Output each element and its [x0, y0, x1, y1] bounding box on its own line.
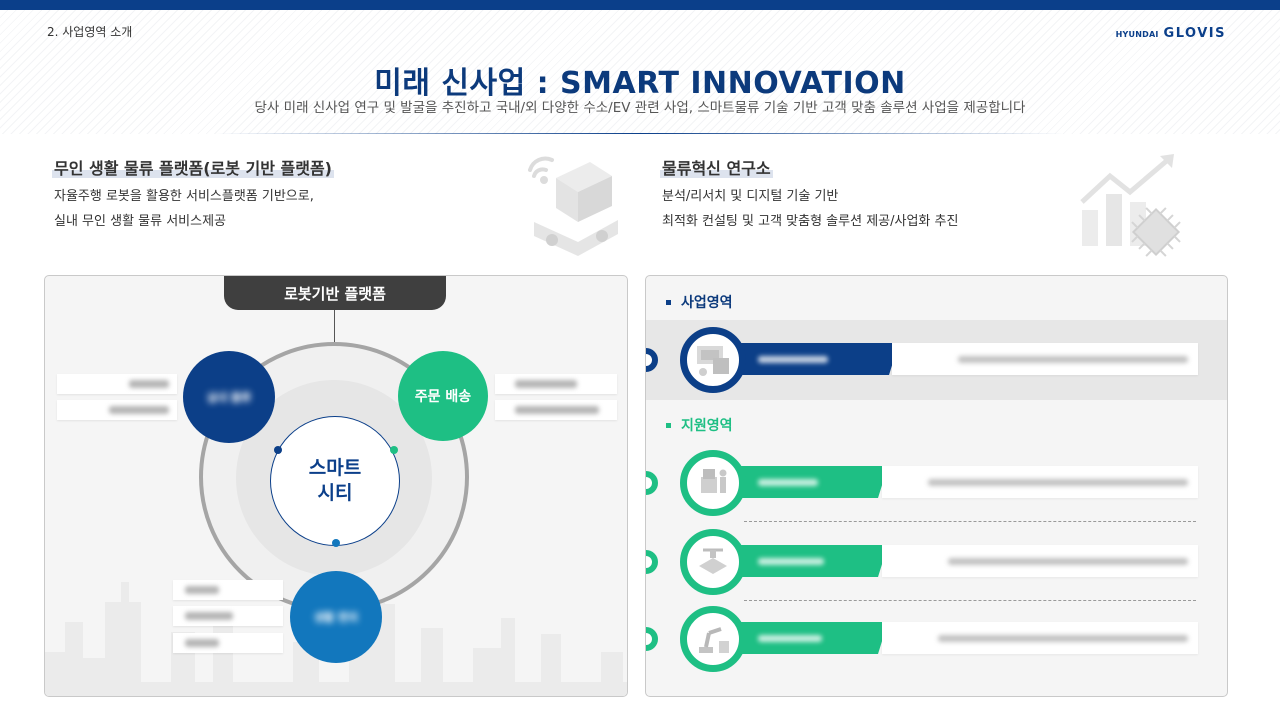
left-tag-1 [57, 374, 177, 394]
node-order-label: 주문 배송 [414, 389, 472, 405]
company-logo: HYUNDAI GLOVIS [1116, 26, 1226, 41]
node-indoor-logistics[interactable]: 실내 물류 [183, 351, 275, 443]
right-tag-1 [495, 374, 617, 394]
lab-panel: 사업영역 지원영역 [645, 275, 1228, 697]
center-label-line1: 스마트 [308, 457, 362, 479]
row-divider [744, 521, 1196, 522]
orbit-dot-bottom [332, 539, 340, 547]
support-desc-2 [882, 545, 1198, 577]
business-area-heading: 사업영역 [666, 292, 733, 312]
smart-city-circle: 스마트 시티 [270, 416, 400, 546]
left-section-title: 무인 생활 물류 플랫폼(로봇 기반 플랫폼) [52, 155, 334, 179]
bottom-tag-2 [173, 606, 283, 626]
divider [215, 133, 1065, 134]
hero-background [0, 10, 1280, 134]
support-area-label: 지원영역 [681, 418, 733, 434]
orbit-dot-left [274, 446, 282, 454]
platform-panel: 로봇기반 플랫폼 스마트 시티 실내 물류 주문 배송 생활 편의 [44, 275, 628, 697]
node-left-text: 실내 물류 [206, 391, 252, 404]
support-bar-1[interactable] [736, 466, 888, 498]
row-divider [744, 600, 1196, 601]
right-section-title: 물류혁신 연구소 [660, 155, 773, 179]
robot-arm-icon [680, 606, 746, 672]
page-subtitle: 당사 미래 신사업 연구 및 발굴을 추진하고 국내/외 다양한 수소/EV 관… [254, 100, 1026, 116]
warehouse-worker-icon [680, 450, 746, 516]
right-section-desc: 분석/리서치 및 디지털 기술 기반 최적화 컨설팅 및 고객 맞춤형 솔루션 … [662, 184, 958, 234]
support-bar-2[interactable] [736, 545, 888, 577]
right-desc-line1: 분석/리서치 및 디지털 기술 기반 [662, 189, 839, 204]
chip-growth-icon [1080, 154, 1181, 257]
right-tag-2 [495, 400, 617, 420]
robot-icon [528, 156, 618, 256]
business-area-label: 사업영역 [681, 295, 733, 311]
row-marker [646, 471, 658, 495]
business-desc [892, 343, 1198, 375]
center-label-line2: 시티 [317, 482, 353, 504]
logo-hyundai: HYUNDAI [1115, 30, 1159, 39]
left-desc-line1: 자율주행 로봇을 활용한 서비스플랫폼 기반으로, [54, 189, 314, 204]
row-marker [646, 348, 658, 372]
support-bar-3[interactable] [736, 622, 888, 654]
business-bar[interactable] [736, 343, 899, 375]
left-section-title-text: 무인 생활 물류 플랫폼(로봇 기반 플랫폼) [52, 159, 334, 178]
orbit-dot-right [390, 446, 398, 454]
right-section-title-text: 물류혁신 연구소 [660, 159, 773, 178]
section-label: 2. 사업영역 소개 [47, 25, 133, 39]
top-accent-bar [0, 0, 1280, 10]
bullet [666, 299, 671, 305]
platform-tab[interactable]: 로봇기반 플랫폼 [224, 276, 446, 310]
logo-glovis: GLOVIS [1163, 26, 1226, 41]
page-title: 미래 신사업 : SMART INNOVATION [374, 66, 906, 101]
row-marker [646, 550, 658, 574]
node-bottom-text: 생활 편의 [313, 611, 359, 624]
node-order-delivery[interactable]: 주문 배송 [398, 351, 488, 441]
left-tag-2 [57, 400, 177, 420]
bottom-tag-3 [173, 633, 283, 653]
bottom-tag-1 [173, 580, 283, 600]
drone-chip-icon [680, 529, 746, 595]
node-living-service[interactable]: 생활 편의 [290, 571, 382, 663]
delivery-device-icon [680, 327, 746, 393]
support-area-heading: 지원영역 [666, 415, 733, 435]
city-skyline [45, 580, 627, 696]
row-marker [646, 627, 658, 651]
support-desc-3 [882, 622, 1198, 654]
right-desc-line2: 최적화 컨설팅 및 고객 맞춤형 솔루션 제공/사업화 추진 [662, 214, 959, 229]
left-section-desc: 자율주행 로봇을 활용한 서비스플랫폼 기반으로, 실내 무인 생활 물류 서비… [54, 184, 314, 234]
left-desc-line2: 실내 무인 생활 물류 서비스제공 [54, 214, 227, 229]
support-desc-1 [882, 466, 1198, 498]
bullet [666, 422, 671, 428]
